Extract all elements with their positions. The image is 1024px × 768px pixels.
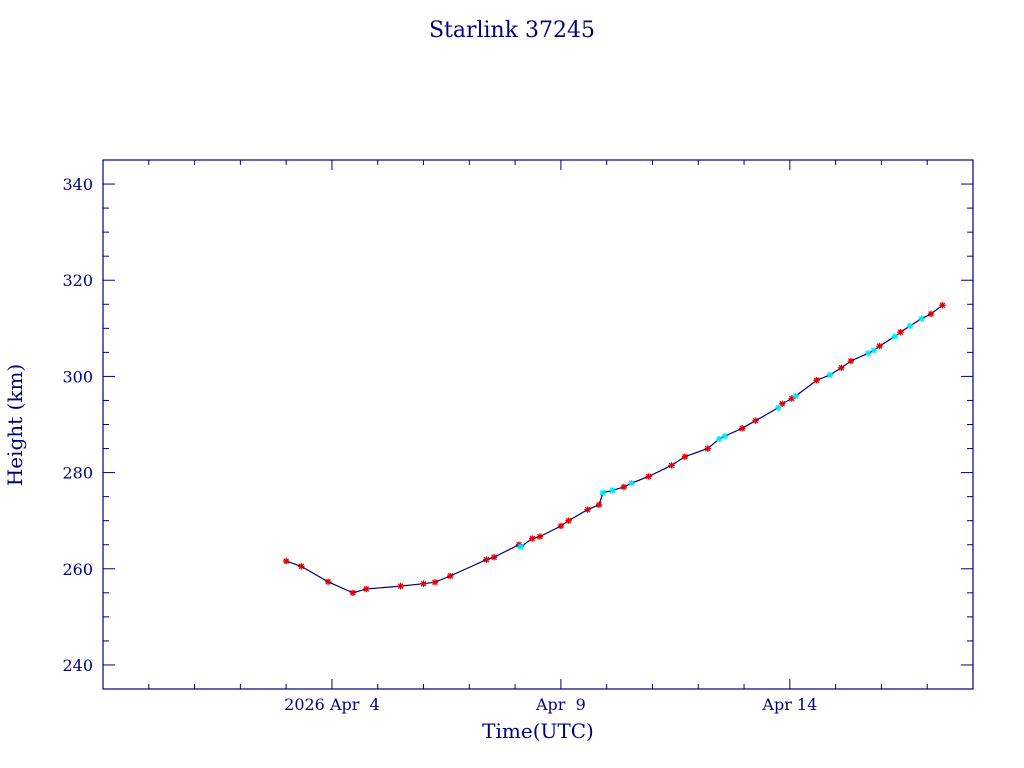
y-tick-label: 300 bbox=[62, 367, 93, 386]
highlight-data-point bbox=[716, 435, 723, 443]
data-point bbox=[897, 328, 904, 336]
data-point bbox=[927, 310, 935, 318]
y-tick-labels: 240 260 280 300 320 340 bbox=[62, 175, 93, 675]
data-point bbox=[565, 517, 572, 524]
data-point bbox=[536, 533, 544, 540]
data-point bbox=[704, 445, 712, 452]
data-point bbox=[349, 589, 357, 597]
data-point bbox=[847, 357, 855, 365]
highlight-data-point bbox=[891, 333, 898, 340]
highlight-data-point bbox=[517, 543, 525, 550]
data-markers bbox=[282, 302, 946, 597]
data-point bbox=[483, 556, 490, 563]
data-point bbox=[557, 522, 565, 530]
y-tick-label: 340 bbox=[62, 175, 93, 194]
highlight-data-point bbox=[792, 392, 799, 400]
chart-title: Starlink 37245 bbox=[429, 18, 595, 43]
y-axis-label: Height (km) bbox=[3, 364, 27, 486]
highlight-data-point bbox=[609, 487, 616, 494]
data-point bbox=[668, 462, 675, 469]
data-point bbox=[282, 557, 290, 565]
data-point bbox=[620, 483, 628, 491]
highlight-data-point bbox=[628, 479, 635, 487]
data-point bbox=[752, 417, 759, 424]
x-tick-label: Apr 14 bbox=[761, 695, 817, 714]
highlight-data-point bbox=[826, 371, 834, 379]
data-point bbox=[397, 582, 404, 590]
highlight-data-point bbox=[864, 350, 872, 357]
data-point bbox=[939, 302, 946, 309]
x-tick-labels: 2026 Apr 4 Apr 9 Apr 14 bbox=[284, 695, 817, 714]
highlight-data-point bbox=[918, 315, 925, 322]
data-point bbox=[838, 364, 845, 371]
height-trend-line bbox=[286, 304, 943, 594]
data-point bbox=[813, 377, 820, 384]
axis-ticks bbox=[102, 159, 974, 690]
plot-frame bbox=[102, 159, 974, 690]
data-point bbox=[595, 501, 603, 509]
y-tick-label: 320 bbox=[62, 271, 93, 290]
x-tick-label: Apr 9 bbox=[535, 695, 586, 714]
data-point bbox=[363, 585, 370, 593]
data-point bbox=[324, 578, 332, 585]
data-point bbox=[876, 342, 883, 350]
y-tick-label: 240 bbox=[62, 656, 93, 675]
data-point bbox=[645, 473, 652, 480]
data-point bbox=[447, 572, 454, 580]
y-tick-label: 280 bbox=[62, 464, 93, 483]
data-point bbox=[490, 554, 498, 561]
y-tick-label: 260 bbox=[62, 560, 93, 579]
data-point bbox=[738, 425, 746, 432]
data-point bbox=[681, 453, 689, 460]
data-point bbox=[529, 535, 536, 542]
highlight-data-point bbox=[870, 347, 877, 354]
data-point bbox=[584, 506, 591, 513]
x-tick-label: 2026 Apr 4 bbox=[284, 695, 380, 714]
x-axis-label: Time(UTC) bbox=[482, 719, 594, 743]
highlight-data-point bbox=[599, 489, 607, 496]
highlight-data-point bbox=[906, 322, 914, 330]
data-point bbox=[420, 580, 427, 587]
data-point bbox=[431, 579, 439, 586]
data-point bbox=[298, 563, 305, 570]
highlight-data-point bbox=[721, 432, 729, 440]
highlight-data-point bbox=[775, 404, 782, 411]
